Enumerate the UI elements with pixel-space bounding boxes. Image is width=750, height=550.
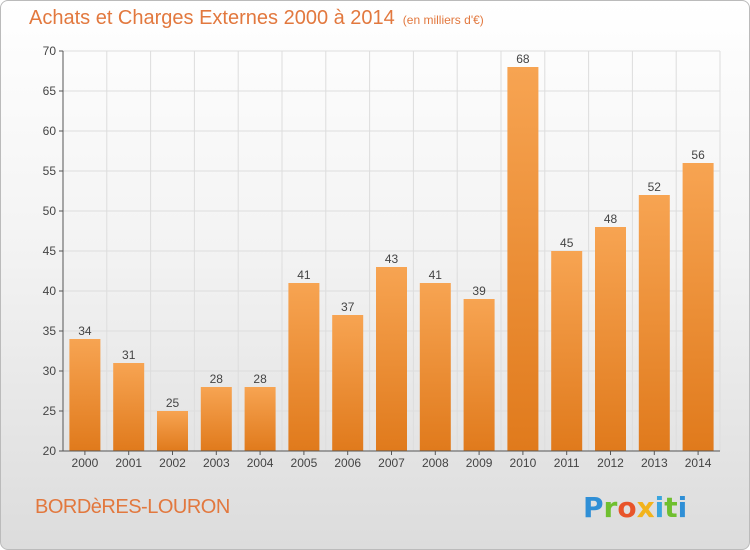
value-label: 41 (297, 268, 311, 282)
bar (507, 67, 539, 451)
value-label: 28 (253, 372, 267, 386)
y-tick-label: 55 (43, 164, 57, 178)
bar (419, 283, 451, 451)
bars (69, 67, 714, 451)
value-label: 56 (691, 148, 705, 162)
proxiti-logo: Proxiti (583, 491, 688, 524)
x-tick-label: 2005 (291, 456, 318, 470)
value-label: 43 (385, 252, 399, 266)
bar (551, 251, 583, 451)
value-label: 28 (210, 372, 224, 386)
value-label: 39 (472, 284, 486, 298)
commune-name: BORDèRES-LOURON (35, 496, 230, 518)
axes (59, 50, 720, 455)
x-tick-label: 2010 (510, 456, 537, 470)
x-tick-label: 2007 (378, 456, 405, 470)
y-tick-label: 30 (43, 364, 57, 378)
x-tick-label: 2008 (422, 456, 449, 470)
bar (113, 363, 145, 451)
y-tick-label: 70 (43, 44, 57, 58)
y-tick-label: 45 (43, 244, 57, 258)
x-tick-label: 2000 (72, 456, 99, 470)
x-tick-label: 2003 (203, 456, 230, 470)
bar (682, 163, 714, 451)
value-label: 41 (429, 268, 443, 282)
x-tick-label: 2006 (334, 456, 361, 470)
bar (157, 411, 188, 451)
bar (332, 315, 364, 451)
chart-title-text: Achats et Charges Externes 2000 à 2014 (29, 7, 395, 29)
bar (638, 195, 670, 451)
bar (288, 283, 320, 451)
bar (463, 299, 495, 451)
value-label: 48 (604, 212, 618, 226)
y-tick-label: 35 (43, 324, 57, 338)
value-label: 68 (516, 52, 530, 66)
x-tick-label: 2011 (554, 456, 580, 470)
x-tick-label: 2013 (641, 456, 668, 470)
y-tick-label: 65 (43, 84, 57, 98)
bar (69, 339, 101, 451)
bar (244, 387, 276, 451)
x-tick-label: 2014 (685, 456, 712, 470)
x-tick-label: 2012 (597, 456, 624, 470)
y-tick-label: 25 (43, 404, 57, 418)
bar (200, 387, 232, 451)
bar (376, 267, 407, 451)
value-label: 45 (560, 236, 574, 250)
value-label: 34 (78, 324, 92, 338)
x-tick-label: 2009 (466, 456, 493, 470)
chart-title: Achats et Charges Externes 2000 à 2014 (e… (29, 7, 484, 30)
labels: 20 25 30 35 40 45 50 55 60 65 70 34 2000 31 2001 25 2002… (43, 44, 712, 470)
value-label: 25 (166, 396, 180, 410)
x-tick-label: 2001 (115, 456, 142, 470)
y-tick-label: 50 (43, 204, 57, 218)
y-tick-label: 40 (43, 284, 57, 298)
value-label: 31 (122, 348, 136, 362)
x-tick-label: 2002 (159, 456, 186, 470)
chart-subtitle: (en milliers d'€) (402, 13, 484, 27)
y-tick-label: 60 (43, 124, 57, 138)
y-tick-label: 20 (43, 444, 57, 458)
value-label: 52 (648, 180, 662, 194)
x-tick-label: 2004 (247, 456, 274, 470)
value-label: 37 (341, 300, 355, 314)
bar (595, 227, 626, 451)
